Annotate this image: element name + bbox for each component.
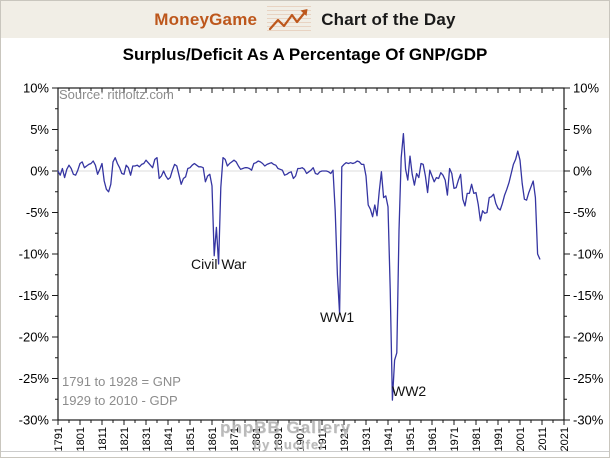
gdp-note: 1929 to 2010 - GDP xyxy=(62,393,178,408)
x-axis-year-label: 1801 xyxy=(75,427,87,451)
y-axis-label-right: -5% xyxy=(573,205,597,220)
x-axis-year-label: 1951 xyxy=(405,427,417,451)
x-axis-year-label: 1961 xyxy=(427,427,439,451)
x-axis-year-label: 1911 xyxy=(317,427,329,451)
watermark-author: by Lucifer xyxy=(253,437,326,452)
y-axis-label-right: -20% xyxy=(573,330,604,345)
y-axis-label-left: -25% xyxy=(19,371,50,386)
x-axis-year-label: 1841 xyxy=(163,427,175,451)
x-axis-year-label: 1851 xyxy=(185,427,197,451)
x-axis-year-label: 2021 xyxy=(559,427,571,451)
y-axis-label-left: -20% xyxy=(19,330,50,345)
deficit-line-chart: 10% 10% 5% 5% 0% 0% -5% -5% -10% -10% -15% -15% -20%… xyxy=(19,81,604,452)
watermark-gallery: phpBB Gallery xyxy=(220,418,352,437)
x-axis-year-label: 1991 xyxy=(493,427,505,451)
x-axis-year-label: 1931 xyxy=(361,427,373,451)
source-note: Source: ritholtz.com xyxy=(59,87,174,102)
y-axis-label-left: 5% xyxy=(30,122,49,137)
y-axis-label-right: 5% xyxy=(573,122,592,137)
y-axis-label-left: -10% xyxy=(19,247,50,262)
x-axis-year-label: 1881 xyxy=(251,427,263,451)
y-axis-label-left: 0% xyxy=(30,164,49,179)
y-axis-label-left: -5% xyxy=(26,205,50,220)
gnp-note: 1791 to 1928 = GNP xyxy=(62,374,181,389)
x-axis-year-label: 1941 xyxy=(383,427,395,451)
x-axis-year-label: 1861 xyxy=(207,427,219,451)
plot-frame xyxy=(57,87,565,421)
y-axis-label-right: -25% xyxy=(573,371,604,386)
y-axis-label-right: -30% xyxy=(573,413,604,428)
header-bar: MoneyGame Chart of the Day xyxy=(1,1,609,38)
x-axis-year-label: 1871 xyxy=(229,427,241,451)
y-axis-label-left: -30% xyxy=(19,413,50,428)
y-axis-label-left: 10% xyxy=(23,81,49,96)
x-axis-year-label: 1831 xyxy=(141,427,153,451)
ww1-label: WW1 xyxy=(320,309,355,325)
x-axis-year-label: 1821 xyxy=(119,427,131,451)
x-axis-year-label: 1981 xyxy=(471,427,483,451)
y-axis-label-right: -15% xyxy=(573,288,604,303)
deficit-line xyxy=(57,132,541,401)
brand-logo-text: MoneyGame xyxy=(154,9,258,29)
x-axis-year-label: 2011 xyxy=(537,427,549,451)
chart-area: 10% 10% 5% 5% 0% 0% -5% -5% -10% -10% -15% -15% -20%… xyxy=(1,71,610,459)
x-axis-year-label: 2001 xyxy=(515,427,527,451)
y-axis-label-right: -10% xyxy=(573,247,604,262)
ww2-label: WW2 xyxy=(392,383,427,399)
x-axis-year-label: 1791 xyxy=(53,427,65,451)
x-axis-year-label: 1811 xyxy=(97,427,109,451)
x-axis-year-label: 1921 xyxy=(339,427,351,451)
bottom-divider xyxy=(1,451,609,452)
chart-title: Surplus/Deficit As A Percentage Of GNP/G… xyxy=(122,45,488,64)
header-tagline: Chart of the Day xyxy=(321,9,456,29)
civil-war-label: Civil War xyxy=(191,256,247,272)
y-axis-label-left: -15% xyxy=(19,288,50,303)
x-axis-year-label: 1891 xyxy=(273,427,285,451)
x-axis-year-label: 1901 xyxy=(295,427,307,451)
y-axis-label-right: 0% xyxy=(573,164,592,179)
y-axis-label-right: 10% xyxy=(573,81,599,96)
sparkline-arrow-icon xyxy=(267,5,312,34)
x-axis-year-label: 1971 xyxy=(449,427,461,451)
